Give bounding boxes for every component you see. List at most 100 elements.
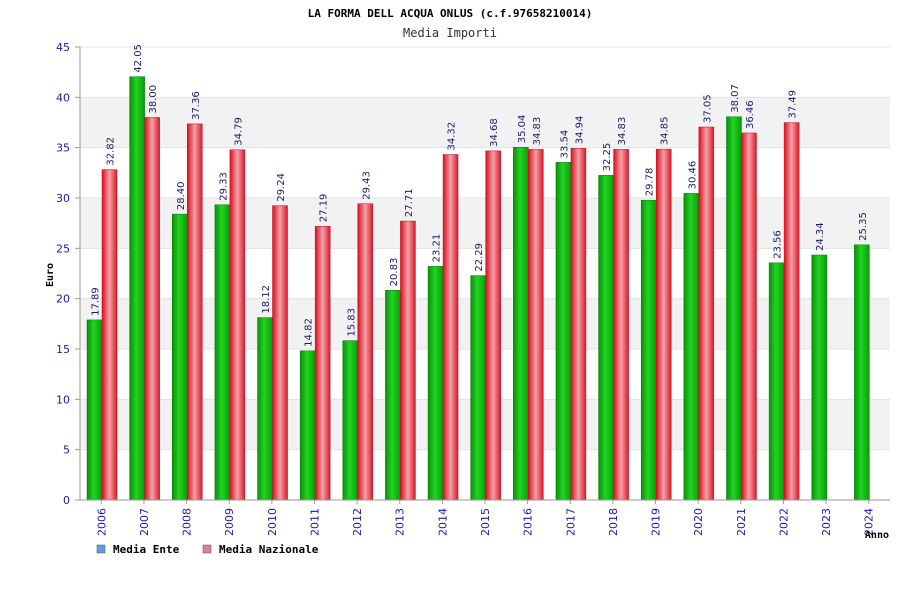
- legend-label-media-nazionale: Media Nazionale: [219, 543, 319, 556]
- chart-subtitle: Media Importi: [403, 26, 497, 40]
- bar-media-ente-2022: [768, 262, 785, 501]
- x-tick-label-2014: 2014: [436, 508, 449, 536]
- bar-media-nazionale-2012: [357, 203, 374, 501]
- x-tick-label-2021: 2021: [735, 508, 748, 536]
- x-tick-label-2018: 2018: [607, 508, 620, 536]
- y-tick-label: 25: [56, 242, 70, 255]
- data-label-media-nazionale-2012: 29.43: [361, 171, 372, 200]
- x-tick-label-2013: 2013: [394, 508, 407, 536]
- data-label-media-nazionale-2018: 34.83: [617, 117, 628, 146]
- bar-media-ente-2021: [726, 116, 742, 501]
- y-tick-label: 5: [63, 444, 70, 457]
- bar-media-ente-2011: [299, 350, 316, 501]
- bar-media-ente-2014: [427, 266, 444, 501]
- x-tick-label-2019: 2019: [650, 508, 663, 536]
- bar-media-nazionale-2017: [570, 148, 587, 501]
- bar-media-nazionale-2018: [613, 149, 629, 501]
- data-label-media-ente-2021: 38.07: [730, 84, 741, 113]
- y-tick-label: 45: [56, 41, 70, 54]
- data-label-media-nazionale-2020: 37.05: [702, 94, 713, 123]
- bar-media-nazionale-2006: [101, 169, 118, 501]
- bar-media-ente-2020: [683, 193, 700, 501]
- y-tick-label: 35: [56, 142, 70, 155]
- legend: Media Ente Media Nazionale: [96, 543, 319, 556]
- x-tick-label-2022: 2022: [777, 508, 790, 536]
- x-tick-label-2016: 2016: [522, 508, 535, 536]
- bar-media-nazionale-2016: [528, 149, 544, 501]
- data-label-media-nazionale-2010: 29.24: [276, 173, 287, 202]
- data-label-media-ente-2019: 29.78: [645, 168, 656, 197]
- bar-media-nazionale-2010: [272, 205, 288, 501]
- x-axis-ticks: 2006 2007 2008 2009 2010 2011 2012 2013 2014 2015…: [95, 500, 876, 536]
- legend-swatch-media-nazionale: [202, 544, 212, 554]
- data-labels: 17.89 32.82 42.05 38.00 28.40 37.36 29.33 34.79…: [90, 44, 868, 347]
- bar-media-ente-2017: [555, 162, 572, 501]
- bar-media-ente-2018: [598, 175, 614, 501]
- bar-media-ente-2007: [129, 76, 145, 501]
- data-label-media-ente-2011: 14.82: [304, 318, 315, 347]
- x-tick-label-2020: 2020: [692, 508, 705, 536]
- y-tick-label: 15: [56, 343, 70, 356]
- data-label-media-nazionale-2016: 34.83: [532, 117, 543, 146]
- data-label-media-nazionale-2019: 34.85: [660, 117, 671, 146]
- x-tick-label-2010: 2010: [266, 508, 279, 536]
- chart-title: LA FORMA DELL ACQUA ONLUS (c.f.976582100…: [308, 7, 593, 20]
- y-axis-ticks: 0 5 10 15 20 25 30 35 40 45: [56, 41, 80, 507]
- data-label-media-ente-2012: 15.83: [346, 308, 357, 337]
- legend-label-media-ente: Media Ente: [113, 543, 180, 556]
- data-label-media-ente-2013: 20.83: [389, 258, 400, 287]
- bar-media-nazionale-2020: [698, 126, 715, 501]
- y-axis-label: Euro: [45, 263, 56, 287]
- data-label-media-ente-2007: 42.05: [133, 44, 144, 73]
- data-label-media-nazionale-2022: 37.49: [788, 90, 799, 119]
- data-label-media-ente-2010: 18.12: [261, 285, 272, 314]
- data-label-media-nazionale-2007: 38.00: [148, 85, 159, 114]
- bar-media-nazionale-2009: [229, 149, 246, 501]
- data-label-media-ente-2017: 33.54: [559, 130, 570, 159]
- x-tick-label-2006: 2006: [95, 508, 108, 536]
- bar-media-ente-2013: [385, 290, 401, 501]
- x-tick-label-2009: 2009: [223, 508, 236, 536]
- bar-media-ente-2015: [470, 275, 486, 501]
- y-tick-label: 20: [56, 293, 70, 306]
- bar-media-nazionale-2008: [187, 123, 203, 501]
- bar-media-nazionale-2014: [442, 154, 459, 501]
- data-label-media-ente-2016: 35.04: [517, 115, 528, 144]
- x-tick-label-2017: 2017: [564, 508, 577, 536]
- bars: [86, 76, 870, 501]
- y-tick-label: 40: [56, 91, 70, 104]
- bar-media-ente-2009: [214, 204, 231, 501]
- x-tick-label-2008: 2008: [181, 508, 194, 536]
- data-label-media-nazionale-2014: 34.32: [447, 122, 458, 151]
- data-label-media-ente-2015: 22.29: [474, 243, 485, 272]
- x-tick-label-2011: 2011: [308, 508, 321, 536]
- data-label-media-nazionale-2009: 34.79: [233, 117, 244, 146]
- data-label-media-ente-2006: 17.89: [90, 287, 101, 316]
- data-label-media-ente-2022: 23.56: [773, 230, 784, 259]
- data-label-media-nazionale-2006: 32.82: [106, 137, 117, 166]
- bar-media-ente-2016: [513, 147, 529, 501]
- data-label-media-nazionale-2008: 37.36: [191, 91, 202, 120]
- data-label-media-ente-2023: 24.34: [815, 222, 826, 251]
- data-label-media-ente-2024: 25.35: [858, 212, 869, 241]
- bar-media-nazionale-2021: [741, 132, 757, 501]
- y-tick-label: 0: [63, 494, 70, 507]
- bar-media-ente-2008: [172, 213, 188, 501]
- x-tick-label-2007: 2007: [138, 508, 151, 536]
- bar-media-ente-2010: [257, 317, 273, 501]
- bar-media-ente-2006: [86, 319, 103, 501]
- y-tick-label: 30: [56, 192, 70, 205]
- data-label-media-nazionale-2011: 27.19: [319, 194, 330, 223]
- bar-media-ente-2019: [640, 199, 657, 501]
- data-label-media-nazionale-2013: 27.71: [404, 188, 415, 217]
- data-label-media-nazionale-2017: 34.94: [574, 116, 585, 145]
- bar-media-ente-2023: [811, 254, 827, 501]
- y-tick-label: 10: [56, 393, 70, 406]
- x-axis-label: Anno: [865, 530, 889, 541]
- bar-media-nazionale-2015: [485, 150, 501, 501]
- data-label-media-ente-2009: 29.33: [218, 172, 229, 201]
- bar-media-nazionale-2019: [655, 148, 672, 501]
- bar-media-nazionale-2022: [783, 122, 800, 501]
- x-tick-label-2024: 2024: [863, 508, 876, 536]
- bar-media-ente-2024: [854, 244, 870, 501]
